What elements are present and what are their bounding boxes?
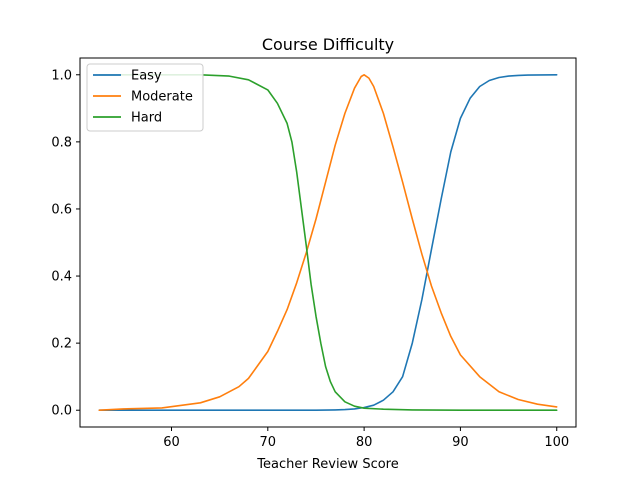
legend-label-hard: Hard	[131, 111, 162, 126]
y-tick-label: 0.4	[51, 270, 72, 285]
legend-label-moderate: Moderate	[131, 90, 193, 105]
y-axis: 0.0 0.2 0.4 0.6 0.8 1.0	[51, 68, 80, 419]
x-tick-label: 100	[544, 435, 569, 450]
series-line-moderate	[98, 74, 558, 411]
plot-lines	[98, 74, 558, 411]
x-axis-title: Teacher Review Score	[256, 457, 398, 472]
series-line-hard	[98, 74, 558, 411]
x-tick-label: 80	[356, 435, 373, 450]
x-tick-label: 70	[260, 435, 277, 450]
y-tick-label: 0.2	[51, 337, 72, 352]
y-tick-label: 0.8	[51, 135, 72, 150]
y-tick-label: 1.0	[51, 68, 72, 83]
series-line-easy	[98, 74, 558, 411]
chart-title: Course Difficulty	[262, 35, 394, 54]
legend: Easy Moderate Hard	[86, 63, 204, 132]
y-tick-label: 0.0	[51, 404, 72, 419]
x-tick-label: 60	[163, 435, 180, 450]
y-tick-label: 0.6	[51, 202, 72, 217]
x-axis: 60 70 80 90 100	[163, 427, 569, 450]
legend-label-easy: Easy	[131, 69, 162, 84]
x-tick-label: 90	[452, 435, 469, 450]
legend-box	[86, 63, 204, 132]
plot-frame	[79, 57, 577, 428]
